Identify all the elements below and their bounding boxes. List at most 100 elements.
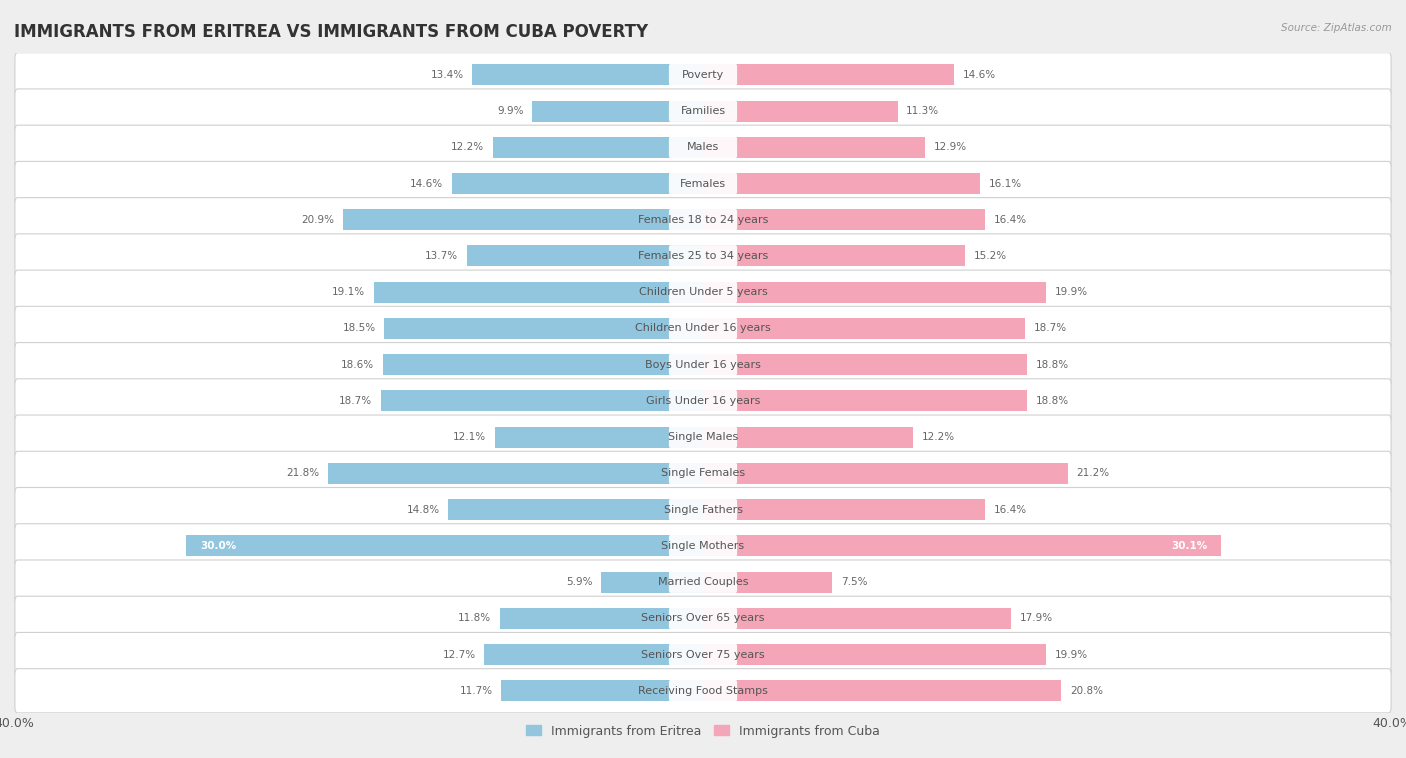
Bar <box>703 209 986 230</box>
FancyBboxPatch shape <box>15 560 1391 604</box>
Bar <box>602 572 703 593</box>
Text: 30.1%: 30.1% <box>1171 541 1208 551</box>
Text: 14.6%: 14.6% <box>963 70 997 80</box>
FancyBboxPatch shape <box>15 451 1391 496</box>
Text: Single Females: Single Females <box>661 468 745 478</box>
Text: 11.7%: 11.7% <box>460 686 494 696</box>
FancyBboxPatch shape <box>15 270 1391 315</box>
FancyBboxPatch shape <box>669 390 737 412</box>
Bar <box>381 390 703 412</box>
FancyBboxPatch shape <box>669 499 737 521</box>
Text: 13.7%: 13.7% <box>425 251 458 261</box>
Text: 18.8%: 18.8% <box>1035 396 1069 406</box>
Text: 15.2%: 15.2% <box>973 251 1007 261</box>
Text: 12.9%: 12.9% <box>934 143 967 152</box>
Text: Boys Under 16 years: Boys Under 16 years <box>645 360 761 370</box>
Text: 7.5%: 7.5% <box>841 577 868 587</box>
FancyBboxPatch shape <box>15 487 1391 531</box>
Text: Males: Males <box>688 143 718 152</box>
Bar <box>703 608 1011 629</box>
Bar <box>374 282 703 302</box>
Text: Children Under 16 years: Children Under 16 years <box>636 324 770 334</box>
Bar <box>484 644 703 665</box>
Bar <box>467 246 703 267</box>
Bar <box>703 572 832 593</box>
FancyBboxPatch shape <box>15 89 1391 133</box>
Bar <box>186 535 703 556</box>
Bar <box>703 318 1025 339</box>
Text: Receiving Food Stamps: Receiving Food Stamps <box>638 686 768 696</box>
Text: 20.8%: 20.8% <box>1070 686 1102 696</box>
FancyBboxPatch shape <box>15 125 1391 169</box>
Text: 16.4%: 16.4% <box>994 505 1028 515</box>
FancyBboxPatch shape <box>669 245 737 267</box>
Text: 18.5%: 18.5% <box>343 324 375 334</box>
FancyBboxPatch shape <box>15 597 1391 641</box>
Text: 12.2%: 12.2% <box>922 432 955 442</box>
FancyBboxPatch shape <box>15 524 1391 568</box>
Bar <box>499 608 703 629</box>
FancyBboxPatch shape <box>669 209 737 230</box>
Text: IMMIGRANTS FROM ERITREA VS IMMIGRANTS FROM CUBA POVERTY: IMMIGRANTS FROM ERITREA VS IMMIGRANTS FR… <box>14 23 648 41</box>
FancyBboxPatch shape <box>15 306 1391 350</box>
FancyBboxPatch shape <box>669 426 737 448</box>
FancyBboxPatch shape <box>15 669 1391 713</box>
FancyBboxPatch shape <box>669 354 737 375</box>
Text: Single Males: Single Males <box>668 432 738 442</box>
Text: Married Couples: Married Couples <box>658 577 748 587</box>
Text: Girls Under 16 years: Girls Under 16 years <box>645 396 761 406</box>
Bar <box>703 173 980 194</box>
Bar <box>502 680 703 701</box>
FancyBboxPatch shape <box>15 161 1391 205</box>
FancyBboxPatch shape <box>15 379 1391 423</box>
Bar <box>451 173 703 194</box>
Bar <box>703 101 897 121</box>
FancyBboxPatch shape <box>669 572 737 593</box>
FancyBboxPatch shape <box>15 198 1391 242</box>
Text: 12.1%: 12.1% <box>453 432 486 442</box>
FancyBboxPatch shape <box>669 100 737 122</box>
FancyBboxPatch shape <box>669 173 737 194</box>
Text: 16.1%: 16.1% <box>988 178 1022 189</box>
Text: 18.8%: 18.8% <box>1035 360 1069 370</box>
FancyBboxPatch shape <box>669 607 737 629</box>
Bar <box>328 463 703 484</box>
Text: 16.4%: 16.4% <box>994 215 1028 224</box>
Bar <box>449 499 703 520</box>
Text: 5.9%: 5.9% <box>567 577 593 587</box>
Text: Females 25 to 34 years: Females 25 to 34 years <box>638 251 768 261</box>
Bar <box>703 535 1222 556</box>
Bar <box>533 101 703 121</box>
Text: 19.9%: 19.9% <box>1054 650 1087 659</box>
FancyBboxPatch shape <box>669 318 737 340</box>
Bar <box>472 64 703 86</box>
Bar <box>703 246 965 267</box>
Text: 21.8%: 21.8% <box>285 468 319 478</box>
Text: Seniors Over 65 years: Seniors Over 65 years <box>641 613 765 623</box>
Bar <box>384 318 703 339</box>
Bar <box>703 499 986 520</box>
Bar <box>382 354 703 375</box>
FancyBboxPatch shape <box>15 53 1391 97</box>
Text: Seniors Over 75 years: Seniors Over 75 years <box>641 650 765 659</box>
Text: Single Fathers: Single Fathers <box>664 505 742 515</box>
Text: 17.9%: 17.9% <box>1019 613 1053 623</box>
Text: 12.2%: 12.2% <box>451 143 484 152</box>
Text: 19.1%: 19.1% <box>332 287 366 297</box>
Text: Females: Females <box>681 178 725 189</box>
Text: 19.9%: 19.9% <box>1054 287 1087 297</box>
FancyBboxPatch shape <box>15 234 1391 278</box>
Text: Single Mothers: Single Mothers <box>661 541 745 551</box>
Text: 18.7%: 18.7% <box>339 396 373 406</box>
FancyBboxPatch shape <box>15 415 1391 459</box>
Text: 11.8%: 11.8% <box>458 613 491 623</box>
Bar <box>343 209 703 230</box>
Bar <box>703 680 1062 701</box>
FancyBboxPatch shape <box>669 535 737 556</box>
Text: 13.4%: 13.4% <box>430 70 464 80</box>
Bar <box>703 427 912 448</box>
FancyBboxPatch shape <box>669 644 737 666</box>
Bar <box>495 427 703 448</box>
Text: 14.6%: 14.6% <box>409 178 443 189</box>
Bar <box>703 463 1069 484</box>
